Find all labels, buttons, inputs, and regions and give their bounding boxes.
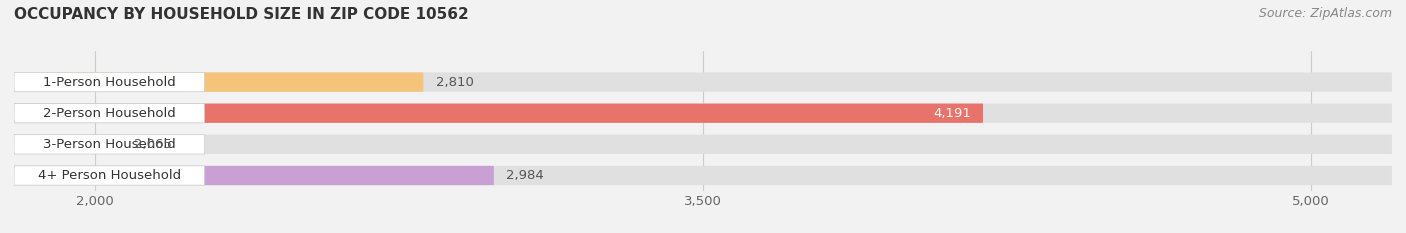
FancyBboxPatch shape bbox=[14, 103, 204, 123]
Text: 2,810: 2,810 bbox=[436, 75, 474, 89]
FancyBboxPatch shape bbox=[14, 166, 1392, 185]
Text: Source: ZipAtlas.com: Source: ZipAtlas.com bbox=[1258, 7, 1392, 20]
Text: 1-Person Household: 1-Person Household bbox=[44, 75, 176, 89]
Text: 4,191: 4,191 bbox=[934, 107, 972, 120]
FancyBboxPatch shape bbox=[14, 103, 1392, 123]
FancyBboxPatch shape bbox=[14, 135, 1392, 154]
FancyBboxPatch shape bbox=[14, 135, 204, 154]
FancyBboxPatch shape bbox=[14, 166, 204, 185]
FancyBboxPatch shape bbox=[14, 166, 494, 185]
FancyBboxPatch shape bbox=[14, 72, 423, 92]
FancyBboxPatch shape bbox=[14, 72, 204, 92]
Text: 2,065: 2,065 bbox=[134, 138, 172, 151]
Text: 4+ Person Household: 4+ Person Household bbox=[38, 169, 181, 182]
Text: OCCUPANCY BY HOUSEHOLD SIZE IN ZIP CODE 10562: OCCUPANCY BY HOUSEHOLD SIZE IN ZIP CODE … bbox=[14, 7, 468, 22]
Text: 2,984: 2,984 bbox=[506, 169, 544, 182]
Text: 2-Person Household: 2-Person Household bbox=[44, 107, 176, 120]
Text: 3-Person Household: 3-Person Household bbox=[44, 138, 176, 151]
FancyBboxPatch shape bbox=[14, 103, 983, 123]
FancyBboxPatch shape bbox=[14, 72, 1392, 92]
FancyBboxPatch shape bbox=[14, 135, 121, 154]
